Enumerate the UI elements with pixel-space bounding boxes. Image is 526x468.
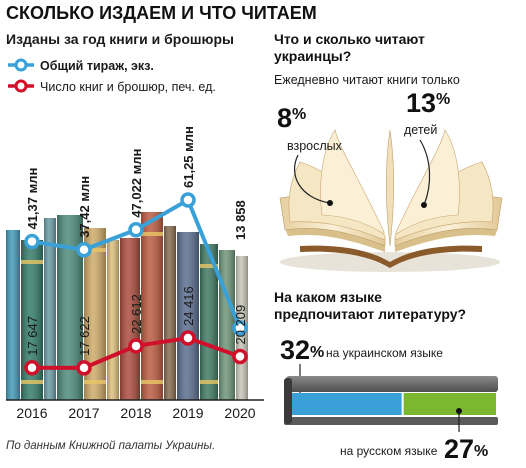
book-cover-top	[286, 376, 498, 392]
chart-heading: Изданы за год книги и брошюры	[6, 31, 234, 47]
titles-label-2016: 17 647	[25, 316, 40, 356]
children-pointer	[419, 139, 431, 206]
x-tick-label-2017: 2017	[68, 405, 99, 421]
titles-marker-2019	[180, 330, 196, 346]
circulation-marker-2016	[24, 233, 40, 250]
russian-percent: 27%	[444, 434, 488, 463]
x-tick-label-2016: 2016	[16, 405, 47, 421]
titles-marker-2020	[232, 348, 248, 365]
circulation-marker-2019	[180, 192, 196, 208]
titles-marker-2018	[128, 338, 144, 354]
legend-marker-circulation	[14, 58, 28, 72]
circulation-label-2016: 41,37 млн	[25, 168, 40, 230]
ukrainian-segment	[292, 393, 403, 415]
ukrainian-percent: 32%	[280, 335, 324, 365]
book-spine-shade	[84, 228, 106, 400]
chart-plot: 41,37 млн 37,42 млн 47,022 млн 61,25 млн 13 …	[24, 126, 248, 376]
book-spine-shade	[200, 244, 218, 400]
reading-section-heading: Что и сколько читают украинцы?	[274, 31, 429, 64]
circulation-label-2020: 13 858	[233, 200, 248, 240]
x-axis-ticks: 2016 2017 2018 2019 2020	[16, 405, 255, 421]
book-spine-shade	[120, 238, 140, 400]
book-spine-shade	[6, 230, 20, 400]
adults-pointer-dot	[327, 200, 333, 206]
titles-label-2018: 22 612	[129, 294, 144, 334]
book-shelf-illustration	[6, 212, 248, 400]
circulation-label-2018: 47,022 млн	[129, 149, 144, 218]
x-tick-label-2018: 2018	[120, 405, 151, 421]
book-band	[200, 380, 218, 384]
source-note: По данным Книжной палаты Украины.	[6, 440, 215, 452]
circulation-marker-2020	[232, 320, 248, 336]
x-tick-label-2020: 2020	[224, 405, 255, 421]
titles-label-2019: 24 416	[181, 286, 196, 326]
circulation-label-2019: 61,25 млн	[181, 126, 196, 188]
russian-segment	[402, 393, 496, 415]
titles-label-2017: 17 622	[77, 316, 92, 356]
titles-label-2020: 20 209	[233, 305, 248, 345]
book-spine-shade	[141, 212, 163, 400]
children-label: детей	[404, 123, 437, 137]
adults-label: взрослых	[287, 139, 343, 153]
book-spine-shade	[164, 226, 176, 400]
book-spine-shade	[177, 232, 199, 400]
titles-marker-2017	[76, 360, 92, 376]
book-band	[200, 264, 218, 268]
daily-reading-text: Ежедневно читают книги только	[274, 73, 460, 87]
open-book-illustration	[279, 129, 503, 272]
legend-marker-titles	[14, 79, 28, 93]
book-spine-shade	[44, 218, 56, 400]
ukrainian-label: на украинском языке	[326, 346, 443, 360]
circulation-label-2017: 37,42 млн	[77, 176, 92, 238]
russian-pointer-dot	[456, 408, 462, 414]
book-cover-bottom	[284, 417, 498, 425]
children-pointer-dot	[421, 202, 427, 208]
book-band	[141, 380, 163, 384]
titles-marker-2016	[24, 360, 40, 376]
language-heading: На каком языке предпочитают литературу?	[274, 289, 466, 322]
circulation-marker-2017	[76, 242, 92, 258]
language-book-bar	[284, 376, 498, 425]
book-band	[141, 232, 163, 236]
chart-legend: Общий тираж, экз. Число книг и брошюр, п…	[8, 58, 216, 94]
book-spine	[284, 378, 292, 424]
legend-label-circulation: Общий тираж, экз.	[40, 59, 154, 73]
legend-label-titles: Число книг и брошюр, печ. ед.	[40, 80, 216, 94]
book-band	[21, 380, 43, 384]
children-percent: 13%	[406, 88, 450, 118]
main-title: СКОЛЬКО ИЗДАЕМ И ЧТО ЧИТАЕМ	[6, 3, 317, 23]
book-spine-shade	[107, 240, 119, 400]
russian-label: на русском языке	[340, 444, 438, 458]
circulation-marker-2018	[128, 221, 144, 238]
book-spine-shade	[21, 240, 43, 400]
x-tick-label-2019: 2019	[172, 405, 203, 421]
book-band	[84, 248, 106, 252]
book-band	[21, 260, 43, 264]
adults-pointer	[293, 154, 331, 204]
adults-percent: 8%	[277, 103, 306, 133]
reading-heading: Что и сколько читают украинцы?	[274, 31, 429, 64]
book-band	[84, 380, 106, 384]
